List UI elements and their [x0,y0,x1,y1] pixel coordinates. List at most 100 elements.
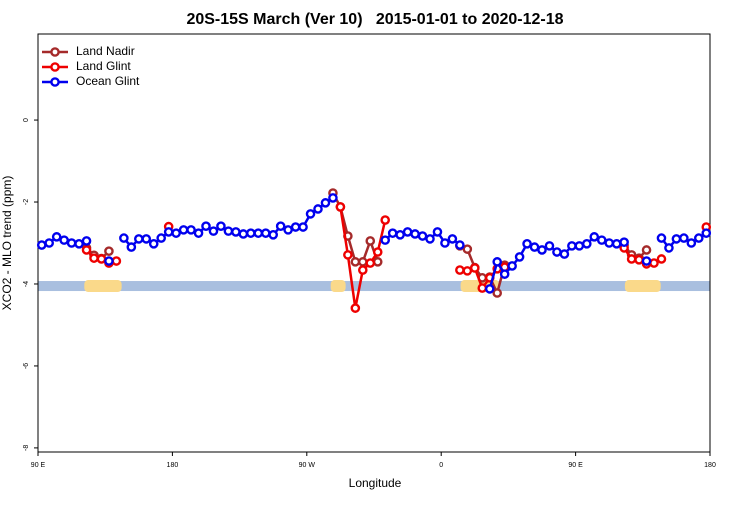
data-point [111,256,122,266]
data-point [529,242,540,252]
data-point [104,246,114,256]
data-point [141,234,152,244]
data-point [133,234,144,244]
data-point [231,227,241,237]
data-point [417,231,428,241]
data-point [283,225,293,235]
series-group [81,188,652,298]
data-point [567,241,577,251]
data-point [96,254,107,264]
data-point [365,258,376,268]
data-point [589,232,600,242]
data-point [432,227,443,237]
y-tick-label: 0 [23,118,30,122]
data-point [290,222,301,232]
data-point [305,209,316,219]
data-point [81,236,92,246]
data-point [223,226,234,236]
x-axis-label: Longitude [349,476,402,490]
data-point [626,254,637,264]
y-tick-label: -4 [23,281,30,287]
data-point [664,243,674,253]
x-tick-label: 90 E [31,462,46,469]
data-point [455,240,465,250]
ocean-strip [38,281,710,292]
data-point [492,257,503,267]
data-point [440,238,450,248]
data-point [298,222,308,232]
legend-marker [50,77,60,87]
data-point [455,265,465,275]
data-point [559,249,570,259]
data-point [320,198,331,208]
data-point [357,257,368,267]
series-group [36,193,712,294]
data-point [611,239,622,249]
data-point [66,238,77,248]
data-point [275,221,286,231]
data-point [656,233,667,243]
x-tick-label: 90 W [299,462,316,469]
data-point [679,233,689,243]
data-point [387,228,398,238]
data-point [178,225,189,235]
data-point [604,238,615,248]
data-point [104,256,114,266]
data-point [477,283,488,293]
series-group [81,202,712,313]
data-point [469,263,480,273]
data-point [216,221,226,231]
legend-label: Land Nadir [76,44,135,58]
data-point [656,254,667,264]
data-point [372,247,383,257]
data-point [537,245,547,255]
data-point [350,303,361,313]
data-point [522,239,532,249]
data-point [260,228,271,238]
data-point [410,229,420,239]
data-point [671,234,682,244]
data-point [208,226,219,236]
data-point [507,261,517,271]
data-point [365,236,376,246]
data-point [649,258,659,268]
data-point [238,229,249,239]
data-point [44,238,55,248]
data-point [574,241,585,251]
data-point [552,247,562,257]
land-strip [624,280,661,293]
data-point [544,241,555,251]
data-point [582,239,592,249]
data-point [425,234,435,244]
data-point [89,253,99,263]
data-point [119,233,129,243]
data-point [447,234,458,244]
data-point [641,256,652,266]
x-tick-label: 180 [704,462,716,469]
data-point [619,237,629,247]
data-point [193,228,204,238]
y-tick-label: -2 [23,199,30,205]
data-point [163,227,174,237]
data-point [641,245,652,255]
land-strip [330,280,346,293]
legend-label: Ocean Glint [76,74,140,88]
data-point [350,257,361,267]
y-tick-label: -8 [23,445,30,451]
data-point [694,233,704,243]
data-point [395,230,405,240]
legend-label: Land Glint [76,59,131,73]
data-point [343,250,353,260]
x-tick-label: 0 [439,462,443,469]
data-point [81,245,92,255]
x-tick-label: 180 [167,462,179,469]
data-point [171,228,181,238]
data-point [634,255,644,265]
y-axis-label: XCO2 - MLO trend (ppm) [0,176,14,311]
data-point [686,238,697,248]
data-point [357,265,368,275]
data-point [484,284,495,294]
data-point [186,225,196,235]
